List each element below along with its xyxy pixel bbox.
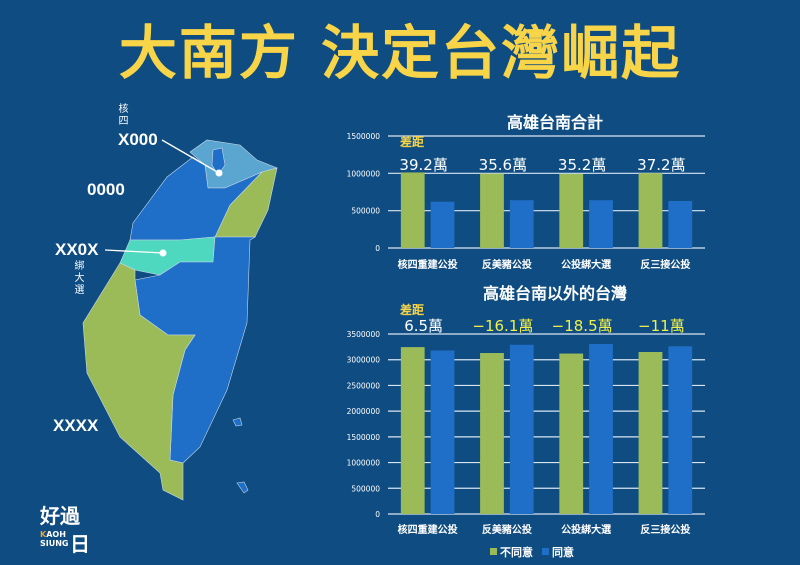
chart-0-ytick: 1000000 — [347, 169, 381, 178]
chart-0-gap-annotation: 37.2萬 — [637, 156, 685, 174]
chart-0-bar-disagree — [559, 173, 584, 248]
chart-1-ytick: 3000000 — [347, 356, 381, 365]
marker-dot-central — [159, 249, 167, 257]
chart-0-bar-agree — [668, 200, 693, 248]
chart-0-ytick: 1500000 — [347, 132, 381, 141]
chart-1-ytick: 3500000 — [347, 330, 381, 339]
chart-0-bar-agree — [589, 200, 613, 248]
chart-1-gap-annotation: −18.5萬 — [552, 317, 613, 335]
chart-0-bar-disagree — [480, 173, 504, 248]
chart-1-gap-annotation: 6.5萬 — [404, 317, 443, 335]
map-region-southwest — [82, 262, 196, 501]
chart-0-category-label: 反美豬公投 — [482, 258, 532, 271]
chart-1-ytick: 0 — [375, 510, 380, 519]
map-label-central: XX0X — [55, 240, 99, 259]
chart-1-gap-label: 差距 — [399, 302, 424, 317]
marker-dot-north — [215, 169, 223, 177]
map-label-north-small: 核四 — [118, 104, 129, 127]
legend-label-disagree: 不同意 — [500, 545, 533, 559]
chart-0-category-label: 核四重建公投 — [398, 258, 458, 271]
chart-0-bar-disagree — [638, 173, 663, 248]
chart-1-gap-annotation: −11萬 — [638, 317, 685, 335]
chart-0-bar-agree — [430, 201, 455, 248]
leader-line-central — [104, 249, 164, 254]
map-region-green-island — [232, 417, 243, 427]
chart-1-category-label: 核四重建公投 — [398, 523, 458, 536]
chart-0-bar-disagree — [400, 172, 425, 248]
logo-box: 日 — [70, 532, 90, 556]
chart-0-category-label: 反三接公投 — [640, 258, 690, 271]
chart-1-title: 高雄台南以外的台灣 — [483, 284, 627, 303]
map-label-northwest: 0000 — [87, 180, 125, 199]
map-label-central-small: 綁大選 — [74, 261, 85, 296]
map-region-taipei-lake — [211, 147, 226, 176]
chart-1-bar-disagree — [400, 347, 425, 514]
chart-1-ytick: 2000000 — [347, 407, 381, 416]
chart-1-gap-annotation: −16.1萬 — [472, 317, 533, 335]
legend-label-agree: 同意 — [552, 545, 574, 559]
chart-1-bar-agree — [589, 344, 613, 514]
chart-0-bar-agree — [509, 200, 534, 248]
map-region-northwest — [129, 156, 263, 241]
chart-0-category-label: 公投綁大選 — [561, 258, 611, 271]
leader-line-north — [161, 139, 220, 174]
chart-0-gap-label: 差距 — [399, 134, 424, 149]
chart-0-title: 高雄台南合計 — [507, 113, 603, 132]
chart-0-gap-annotation: 35.2萬 — [558, 156, 606, 174]
chart-0-gap-annotation: 39.2萬 — [399, 156, 447, 174]
chart-1-category-label: 反三接公投 — [640, 523, 690, 536]
chart-1-category-label: 公投綁大選 — [561, 523, 611, 536]
map-label-south: XXXX — [53, 416, 99, 435]
legend-swatch-disagree — [490, 548, 497, 555]
chart-1-bar-disagree — [638, 352, 663, 514]
kaohsiung-logo: 好過 KAOH SIUNG 日 — [40, 500, 100, 556]
chart-1-ytick: 1000000 — [347, 459, 381, 468]
chart-1-bar-disagree — [559, 353, 584, 514]
logo-sub: KAOH SIUNG — [40, 530, 69, 548]
chart-1-ytick: 500000 — [351, 484, 380, 493]
chart-1-bar-disagree — [480, 353, 504, 514]
chart-1-ytick: 2500000 — [347, 381, 381, 390]
chart-1-category-label: 反美豬公投 — [482, 523, 532, 536]
chart-1-bar-agree — [668, 346, 693, 514]
chart-1-bar-agree — [509, 344, 534, 514]
chart-0-ytick: 500000 — [351, 207, 380, 216]
logo-main: 好過 — [40, 504, 80, 528]
chart-0-gap-annotation: 35.6萬 — [479, 156, 527, 174]
map-region-orchid-island — [236, 481, 249, 494]
map-label-north: X000 — [118, 130, 158, 149]
chart-0-ytick: 0 — [375, 244, 380, 253]
page-title: 大南方 決定台灣崛起 — [118, 19, 682, 87]
chart-1-ytick: 1500000 — [347, 433, 381, 442]
legend-swatch-agree — [542, 548, 549, 555]
chart-1-bar-agree — [430, 350, 455, 514]
